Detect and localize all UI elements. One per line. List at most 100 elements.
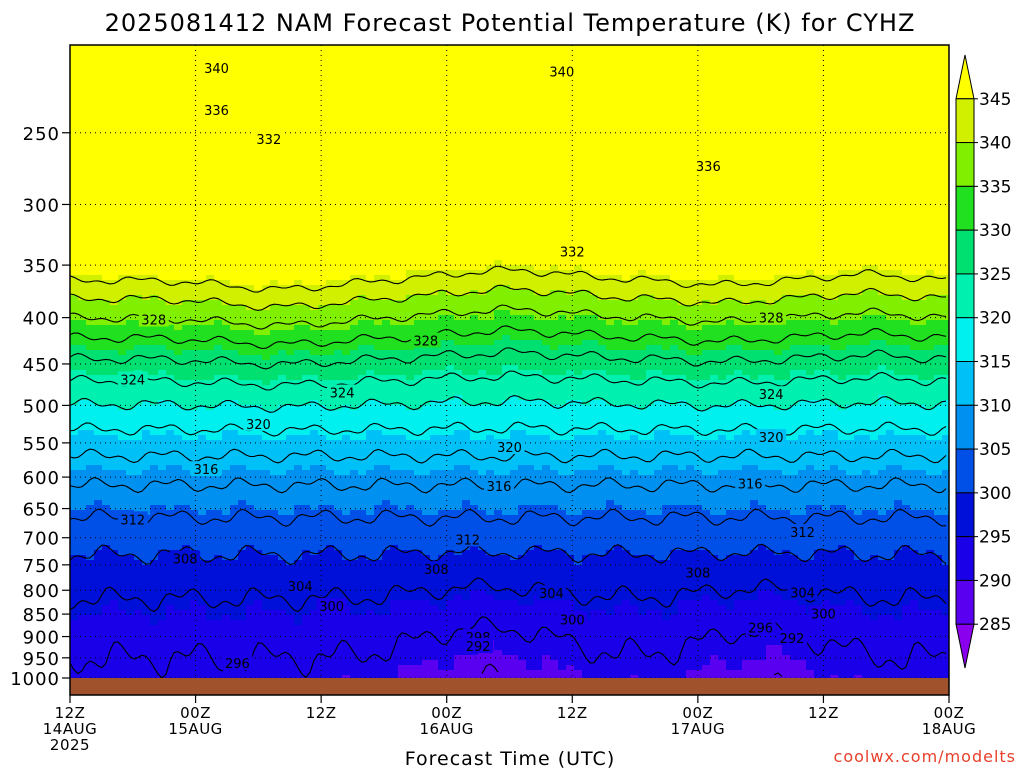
fill-cell xyxy=(222,275,231,281)
fill-cell xyxy=(182,475,191,481)
fill-cell xyxy=(190,630,199,636)
fill-cell xyxy=(310,345,319,351)
fill-cell xyxy=(222,220,231,226)
fill-cell xyxy=(230,490,239,496)
fill-cell xyxy=(78,610,87,616)
fill-cell xyxy=(110,80,119,86)
fill-cell xyxy=(214,180,223,186)
fill-cell xyxy=(254,310,263,316)
fill-cell xyxy=(374,170,383,176)
fill-cell xyxy=(294,45,303,51)
fill-cell xyxy=(174,635,183,641)
fill-cell xyxy=(230,540,239,546)
fill-cell xyxy=(294,535,303,541)
fill-cell xyxy=(94,560,103,566)
fill-cell xyxy=(238,300,247,306)
fill-cell xyxy=(342,615,351,621)
fill-cell xyxy=(238,415,247,421)
fill-cell xyxy=(94,90,103,96)
fill-cell xyxy=(94,345,103,351)
fill-cell xyxy=(94,150,103,156)
fill-cell xyxy=(230,80,239,86)
fill-cell xyxy=(238,530,247,536)
fill-cell xyxy=(318,645,327,651)
fill-cell xyxy=(222,465,231,471)
fill-cell xyxy=(270,230,279,236)
fill-cell xyxy=(102,620,111,626)
fill-cell xyxy=(310,230,319,236)
fill-cell xyxy=(150,420,159,426)
fill-cell xyxy=(166,585,175,591)
fill-cell xyxy=(134,60,143,66)
fill-cell xyxy=(358,360,367,366)
fill-cell xyxy=(270,455,279,461)
fill-cell xyxy=(102,465,111,471)
fill-cell xyxy=(286,295,295,301)
fill-cell xyxy=(334,465,343,471)
fill-cell xyxy=(214,565,223,571)
fill-cell xyxy=(142,140,151,146)
fill-cell xyxy=(206,520,215,526)
fill-cell xyxy=(118,480,127,486)
fill-cell xyxy=(142,610,151,616)
fill-cell xyxy=(158,135,167,141)
fill-cell xyxy=(142,325,151,331)
fill-cell xyxy=(182,200,191,206)
fill-cell xyxy=(166,75,175,81)
fill-cell xyxy=(326,650,335,656)
fill-cell xyxy=(142,575,151,581)
fill-cell xyxy=(134,585,143,591)
fill-cell xyxy=(262,490,271,496)
fill-cell xyxy=(278,165,287,171)
fill-cell xyxy=(78,400,87,406)
fill-cell xyxy=(318,190,327,196)
fill-cell xyxy=(158,370,167,376)
fill-cell xyxy=(366,380,375,386)
fill-cell xyxy=(358,650,367,656)
fill-cell xyxy=(174,250,183,256)
fill-cell xyxy=(166,600,175,606)
fill-cell xyxy=(350,245,359,251)
fill-cell xyxy=(102,550,111,556)
fill-cell xyxy=(238,245,247,251)
fill-cell xyxy=(278,465,287,471)
fill-cell xyxy=(302,255,311,261)
fill-cell xyxy=(102,170,111,176)
fill-cell xyxy=(302,275,311,281)
fill-cell xyxy=(382,130,391,136)
fill-cell xyxy=(102,50,111,56)
fill-cell xyxy=(182,130,191,136)
fill-cell xyxy=(190,165,199,171)
fill-cell xyxy=(286,100,295,106)
fill-cell xyxy=(182,180,191,186)
fill-cell xyxy=(166,190,175,196)
fill-cell xyxy=(78,465,87,471)
fill-cell xyxy=(350,180,359,186)
fill-cell xyxy=(246,265,255,271)
fill-cell xyxy=(310,415,319,421)
fill-cell xyxy=(350,670,359,676)
fill-cell xyxy=(118,345,127,351)
fill-cell xyxy=(86,150,95,156)
fill-cell xyxy=(230,610,239,616)
fill-cell xyxy=(182,540,191,546)
fill-cell xyxy=(222,610,231,616)
fill-cell xyxy=(110,600,119,606)
fill-cell xyxy=(134,115,143,121)
fill-cell xyxy=(206,670,215,676)
fill-cell xyxy=(246,485,255,491)
fill-cell xyxy=(326,175,335,181)
fill-cell xyxy=(126,310,135,316)
fill-cell xyxy=(150,215,159,221)
fill-cell xyxy=(366,610,375,616)
fill-cell xyxy=(150,80,159,86)
fill-cell xyxy=(230,465,239,471)
fill-cell xyxy=(326,210,335,216)
fill-cell xyxy=(94,455,103,461)
fill-cell xyxy=(342,495,351,501)
fill-cell xyxy=(214,595,223,601)
fill-cell xyxy=(246,195,255,201)
fill-cell xyxy=(102,640,111,646)
fill-cell xyxy=(158,590,167,596)
fill-cell xyxy=(286,110,295,116)
